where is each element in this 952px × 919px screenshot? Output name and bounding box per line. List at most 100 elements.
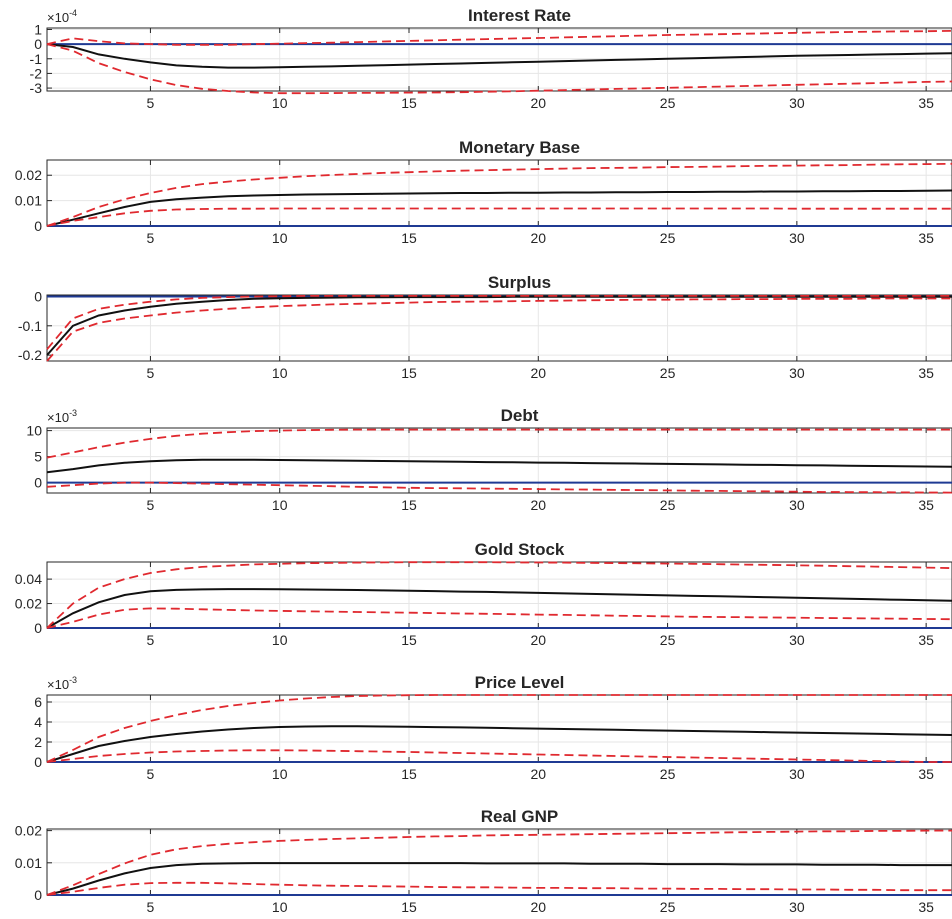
y-tick-label: 0 bbox=[34, 887, 42, 903]
axes-box bbox=[46, 294, 952, 362]
exponent-label: ×10-3 bbox=[47, 408, 77, 425]
y-tick-label: -0.2 bbox=[18, 347, 42, 363]
band-line-upper bbox=[46, 294, 952, 350]
median-line bbox=[46, 458, 952, 474]
x-tick-label: 5 bbox=[147, 766, 155, 782]
x-tick-label: 5 bbox=[147, 632, 155, 648]
panel-title: Real GNP bbox=[481, 807, 558, 826]
y-tick-label: -1 bbox=[30, 51, 43, 67]
x-tick-label: 10 bbox=[272, 632, 288, 648]
axes-box bbox=[46, 27, 952, 92]
panel-5: 5 10 15 20 25 30 35 0 0.02 0.04 Gold Stock bbox=[15, 540, 952, 648]
x-tick-label: 20 bbox=[530, 95, 546, 111]
band-line-lower bbox=[46, 481, 952, 494]
x-tick-label: 15 bbox=[401, 766, 417, 782]
y-tick-label: 0.01 bbox=[15, 855, 42, 871]
y-tick-label: 0 bbox=[34, 36, 42, 52]
band-line-lower bbox=[46, 207, 952, 227]
y-tick-label: 0.01 bbox=[15, 193, 42, 209]
x-tick-label: 25 bbox=[660, 230, 676, 246]
x-tick-label: 10 bbox=[272, 95, 288, 111]
y-tick-label: 4 bbox=[34, 714, 42, 730]
exponent-label: ×10-3 bbox=[47, 675, 77, 692]
band-line-lower bbox=[46, 881, 952, 896]
x-tick-label: 5 bbox=[147, 899, 155, 915]
x-tick-label: 5 bbox=[147, 365, 155, 381]
x-tick-label: 5 bbox=[147, 95, 155, 111]
panel-title: Monetary Base bbox=[459, 138, 580, 157]
band-line-upper bbox=[46, 561, 952, 629]
panel-title: Surplus bbox=[488, 273, 551, 292]
median-line bbox=[46, 862, 952, 896]
panel-title: Gold Stock bbox=[475, 540, 565, 559]
x-tick-label: 25 bbox=[660, 95, 676, 111]
band-line-upper bbox=[46, 30, 952, 46]
x-tick-label: 30 bbox=[789, 95, 805, 111]
y-tick-label: 6 bbox=[34, 694, 42, 710]
y-tick-label: 2 bbox=[34, 734, 42, 750]
x-tick-label: 20 bbox=[530, 365, 546, 381]
x-tick-label: 20 bbox=[530, 766, 546, 782]
exponent-power: -4 bbox=[69, 8, 77, 18]
y-tick-label: 0 bbox=[34, 754, 42, 770]
y-tick-label: 10 bbox=[26, 423, 42, 439]
x-tick-label: 35 bbox=[918, 899, 934, 915]
y-tick-label: 0 bbox=[34, 288, 42, 304]
x-tick-label: 15 bbox=[401, 230, 417, 246]
x-tick-label: 20 bbox=[530, 230, 546, 246]
y-tick-label: -3 bbox=[30, 80, 43, 96]
x-tick-label: 10 bbox=[272, 365, 288, 381]
band-line-lower bbox=[46, 43, 952, 95]
panel-title: Interest Rate bbox=[468, 6, 571, 25]
band-line-lower bbox=[46, 297, 952, 362]
x-tick-label: 30 bbox=[789, 365, 805, 381]
x-tick-label: 25 bbox=[660, 632, 676, 648]
x-tick-label: 20 bbox=[530, 497, 546, 513]
exponent-power: -3 bbox=[69, 675, 77, 685]
x-tick-label: 5 bbox=[147, 497, 155, 513]
panel-title: Price Level bbox=[475, 673, 565, 692]
x-tick-label: 25 bbox=[660, 766, 676, 782]
x-tick-label: 10 bbox=[272, 497, 288, 513]
x-tick-label: 30 bbox=[789, 632, 805, 648]
exponent-label: ×10-4 bbox=[47, 8, 77, 25]
y-tick-label: -2 bbox=[30, 65, 43, 81]
median-line bbox=[46, 588, 952, 629]
y-tick-label: 0.04 bbox=[15, 571, 42, 587]
band-line-upper bbox=[46, 694, 952, 763]
x-tick-label: 35 bbox=[918, 95, 934, 111]
panel-title: Debt bbox=[501, 406, 539, 425]
median-line bbox=[46, 189, 952, 227]
x-tick-label: 15 bbox=[401, 899, 417, 915]
median-line bbox=[46, 725, 952, 763]
axes-box bbox=[46, 427, 952, 494]
band-line-upper bbox=[46, 829, 952, 896]
x-tick-label: 30 bbox=[789, 899, 805, 915]
y-tick-label: 0.02 bbox=[15, 823, 42, 839]
panel-7: 5 10 15 20 25 30 35 0 0.01 0.02 Real GNP bbox=[15, 807, 952, 915]
y-tick-label: 1 bbox=[34, 21, 42, 37]
band-line-lower bbox=[46, 607, 952, 629]
y-tick-label: 0 bbox=[34, 475, 42, 491]
x-tick-label: 15 bbox=[401, 365, 417, 381]
panel-2: 5 10 15 20 25 30 35 0 0.01 0.02 Monetary Base bbox=[15, 138, 952, 246]
x-tick-label: 25 bbox=[660, 497, 676, 513]
x-tick-label: 35 bbox=[918, 230, 934, 246]
band-line-lower bbox=[46, 749, 952, 763]
x-tick-label: 15 bbox=[401, 632, 417, 648]
x-tick-label: 20 bbox=[530, 632, 546, 648]
y-tick-label: 0.02 bbox=[15, 167, 42, 183]
x-tick-label: 10 bbox=[272, 899, 288, 915]
band-line-upper bbox=[46, 428, 952, 459]
x-tick-label: 30 bbox=[789, 230, 805, 246]
axes-box bbox=[46, 828, 952, 896]
x-tick-label: 20 bbox=[530, 899, 546, 915]
x-tick-label: 35 bbox=[918, 632, 934, 648]
x-tick-label: 30 bbox=[789, 766, 805, 782]
band-line-upper bbox=[46, 162, 952, 227]
x-tick-label: 35 bbox=[918, 497, 934, 513]
y-tick-label: -0.1 bbox=[18, 318, 42, 334]
